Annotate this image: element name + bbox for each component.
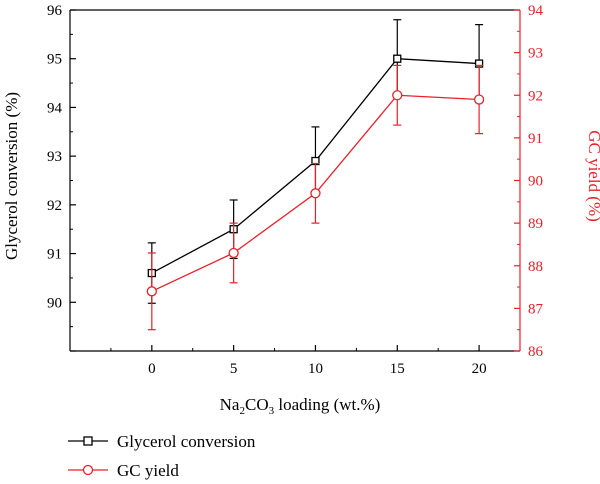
y-right-tick-label: 92 (528, 88, 543, 104)
x-axis-label-suffix: loading (wt.%) (274, 395, 380, 414)
data-point-circle (310, 188, 321, 199)
y-left-tick-label: 90 (47, 295, 62, 311)
legend-item-yield: GC yield (68, 461, 179, 480)
x-axis-label-sub2: 3 (269, 405, 275, 417)
y-right-tick-label: 94 (528, 3, 544, 19)
y-left-tick-label: 94 (47, 100, 63, 116)
y-right-tick-label: 91 (528, 131, 543, 147)
x-tick-label: 5 (230, 361, 238, 377)
data-point-circle (228, 247, 239, 259)
x-tick-label: 10 (308, 361, 323, 377)
data-point-circle (146, 286, 157, 297)
y-left-tick-label: 96 (47, 3, 63, 19)
y-right-tick-label: 87 (528, 301, 544, 317)
legend-item-conversion: Glycerol conversion (68, 432, 256, 451)
x-tick-label: 20 (472, 361, 487, 377)
plot-area (146, 19, 485, 331)
legend: Glycerol conversion GC yield (68, 432, 256, 480)
legend-marker-square (83, 436, 93, 446)
legend-label-conversion: Glycerol conversion (117, 432, 256, 451)
y-left-tick-label: 91 (47, 247, 62, 263)
data-point-square (393, 54, 402, 63)
legend-marker-circle (82, 464, 94, 476)
y-right-tick-label: 88 (528, 259, 543, 275)
y-right-tick-label: 86 (528, 344, 544, 360)
y-axis-right-label: GC yield (%) (585, 130, 600, 222)
y-left-tick-label: 95 (47, 52, 62, 68)
x-axis-label-sub1: 2 (239, 405, 245, 417)
series-yield (146, 64, 485, 331)
data-point-circle (473, 94, 485, 105)
y-left-tick-label: 93 (47, 149, 62, 165)
x-axis-label-prefix: Na (220, 395, 240, 414)
axes: 0 5 10 15 20 90 91 92 93 94 95 96 86 87 88 89 90 91 92 93 94 (47, 3, 544, 377)
y-right-tick-label: 90 (528, 174, 543, 190)
series-conversion (147, 19, 484, 304)
axis-labels: Glycerol conversion (%) GC yield (%) Na2… (2, 92, 600, 417)
x-tick-label: 15 (390, 361, 405, 377)
y-left-tick-label: 92 (47, 198, 62, 214)
x-tick-label: 0 (148, 361, 156, 377)
x-axis-label-mid: CO (245, 395, 269, 414)
x-axis-label: Na2CO3 loading (wt.%) (220, 395, 381, 417)
y-axis-left-label: Glycerol conversion (%) (2, 92, 21, 260)
y-right-tick-label: 89 (528, 216, 543, 232)
y-right-tick-label: 93 (528, 46, 543, 62)
legend-label-yield: GC yield (117, 461, 179, 480)
data-point-circle (392, 90, 403, 101)
